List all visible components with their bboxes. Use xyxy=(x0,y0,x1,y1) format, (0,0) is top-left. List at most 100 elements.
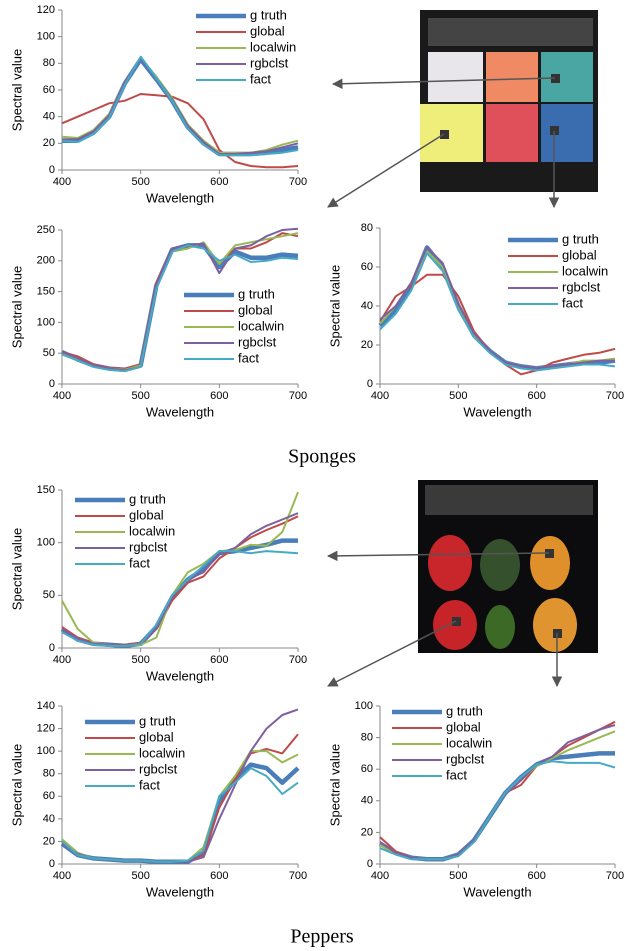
y-tick-label: 60 xyxy=(43,84,55,96)
y-tick-label: 120 xyxy=(37,722,55,734)
legend-label: global xyxy=(129,507,164,522)
arrows xyxy=(326,77,563,688)
legend-label: rgbclst xyxy=(139,761,178,776)
series-line xyxy=(379,760,616,861)
x-tick-label: 600 xyxy=(210,654,228,666)
y-tick-label: 20 xyxy=(361,826,373,838)
legend-label: global xyxy=(250,23,285,38)
x-tick-label: 400 xyxy=(53,176,71,188)
legend-label: g truth xyxy=(446,703,483,718)
x-tick-label: 500 xyxy=(449,870,467,882)
x-tick-label: 700 xyxy=(606,870,624,882)
legend-label: g truth xyxy=(139,713,176,728)
y-tick-label: 60 xyxy=(361,763,373,775)
x-tick-label: 500 xyxy=(131,870,149,882)
legend-label: fact xyxy=(250,71,271,86)
series-line xyxy=(61,550,299,647)
y-tick-label: 60 xyxy=(43,790,55,802)
y-tick-label: 140 xyxy=(37,700,55,712)
chart: 0 50 100 150 400 500 600 700 Wavelength Spectral … xyxy=(9,484,307,684)
y-tick-label: 100 xyxy=(37,745,55,757)
x-tick-label: 600 xyxy=(527,390,545,402)
legend-label: g truth xyxy=(129,491,166,506)
chart: 0 20 40 60 80 400 500 600 700 Wavelength Spectral … xyxy=(327,222,624,420)
x-tick-label: 400 xyxy=(53,390,71,402)
x-axis-title: Wavelength xyxy=(146,884,214,899)
legend-label: global xyxy=(238,302,273,317)
legend-label: fact xyxy=(139,777,160,792)
legend-label: global xyxy=(562,247,597,262)
series-line xyxy=(379,246,615,370)
legend-label: localwin xyxy=(250,39,296,54)
legend-label: g truth xyxy=(250,7,287,22)
x-tick-label: 400 xyxy=(371,390,389,402)
x-tick-label: 700 xyxy=(289,176,307,188)
y-tick-label: 20 xyxy=(43,137,55,149)
legend-label: rgbclst xyxy=(129,539,168,554)
chart: 0 20 40 60 80 100 120 140 400 500 600 700 Wavelength… xyxy=(9,700,307,900)
y-tick-label: 100 xyxy=(355,700,373,712)
x-tick-label: 500 xyxy=(131,176,149,188)
y-tick-label: 40 xyxy=(361,795,373,807)
sponge-photo xyxy=(420,10,598,192)
y-tick-label: 250 xyxy=(37,224,55,236)
y-tick-label: 80 xyxy=(43,768,55,780)
y-tick-label: 100 xyxy=(37,316,55,328)
legend-label: rgbclst xyxy=(250,55,289,70)
y-axis-title: Spectral value xyxy=(9,49,24,131)
series-line xyxy=(61,512,299,647)
y-axis-title: Spectral value xyxy=(327,744,342,826)
legend-label: localwin xyxy=(139,745,185,760)
y-axis-title: Spectral value xyxy=(9,744,24,826)
x-tick-label: 400 xyxy=(371,870,389,882)
y-tick-label: 100 xyxy=(37,537,55,549)
y-tick-label: 120 xyxy=(37,4,55,16)
series-line xyxy=(60,538,298,649)
y-tick-label: 20 xyxy=(43,835,55,847)
x-tick-label: 500 xyxy=(131,390,149,402)
legend-label: global xyxy=(446,719,481,734)
y-tick-label: 0 xyxy=(367,378,373,390)
legend-label: fact xyxy=(562,295,583,310)
y-tick-label: 80 xyxy=(361,732,373,744)
series-line xyxy=(379,252,616,372)
series-line xyxy=(61,244,299,373)
legend-label: localwin xyxy=(562,263,608,278)
chart: 0 20 40 60 80 100 120 400 500 600 700 Wavelength Spe… xyxy=(9,4,307,206)
y-tick-label: 80 xyxy=(361,222,373,234)
legend-label: rgbclst xyxy=(562,279,601,294)
y-tick-label: 50 xyxy=(43,589,55,601)
series-line xyxy=(61,93,299,169)
chart: 0 50 100 150 200 250 400 500 600 700 Wavelength Spe… xyxy=(9,224,307,420)
y-tick-label: 80 xyxy=(43,57,55,69)
series-line xyxy=(62,57,299,155)
x-axis-title: Wavelength xyxy=(463,884,531,899)
y-axis-title: Spectral value xyxy=(9,266,24,348)
x-tick-label: 700 xyxy=(606,390,624,402)
legend-label: rgbclst xyxy=(238,334,277,349)
y-axis-title: Spectral value xyxy=(327,265,342,347)
series-line xyxy=(60,762,300,864)
y-tick-label: 0 xyxy=(49,378,55,390)
legend-label: localwin xyxy=(129,523,175,538)
y-tick-label: 0 xyxy=(49,858,55,870)
x-tick-label: 700 xyxy=(289,654,307,666)
series-line xyxy=(379,730,616,861)
x-tick-label: 700 xyxy=(289,870,307,882)
y-tick-label: 150 xyxy=(37,484,55,496)
y-tick-label: 40 xyxy=(361,300,373,312)
x-tick-label: 400 xyxy=(53,870,71,882)
legend-label: global xyxy=(139,729,174,744)
chart: 0 20 40 60 80 100 400 500 600 700 Wavelength Spectr… xyxy=(327,700,624,900)
series-line xyxy=(379,720,616,861)
x-tick-label: 400 xyxy=(53,654,71,666)
legend-label: g truth xyxy=(562,231,599,246)
y-tick-label: 60 xyxy=(361,261,373,273)
y-tick-label: 200 xyxy=(37,255,55,267)
x-tick-label: 600 xyxy=(210,176,228,188)
caption: Peppers xyxy=(290,926,354,948)
y-tick-label: 40 xyxy=(43,111,55,123)
x-tick-label: 600 xyxy=(210,390,228,402)
legend-label: localwin xyxy=(446,735,492,750)
